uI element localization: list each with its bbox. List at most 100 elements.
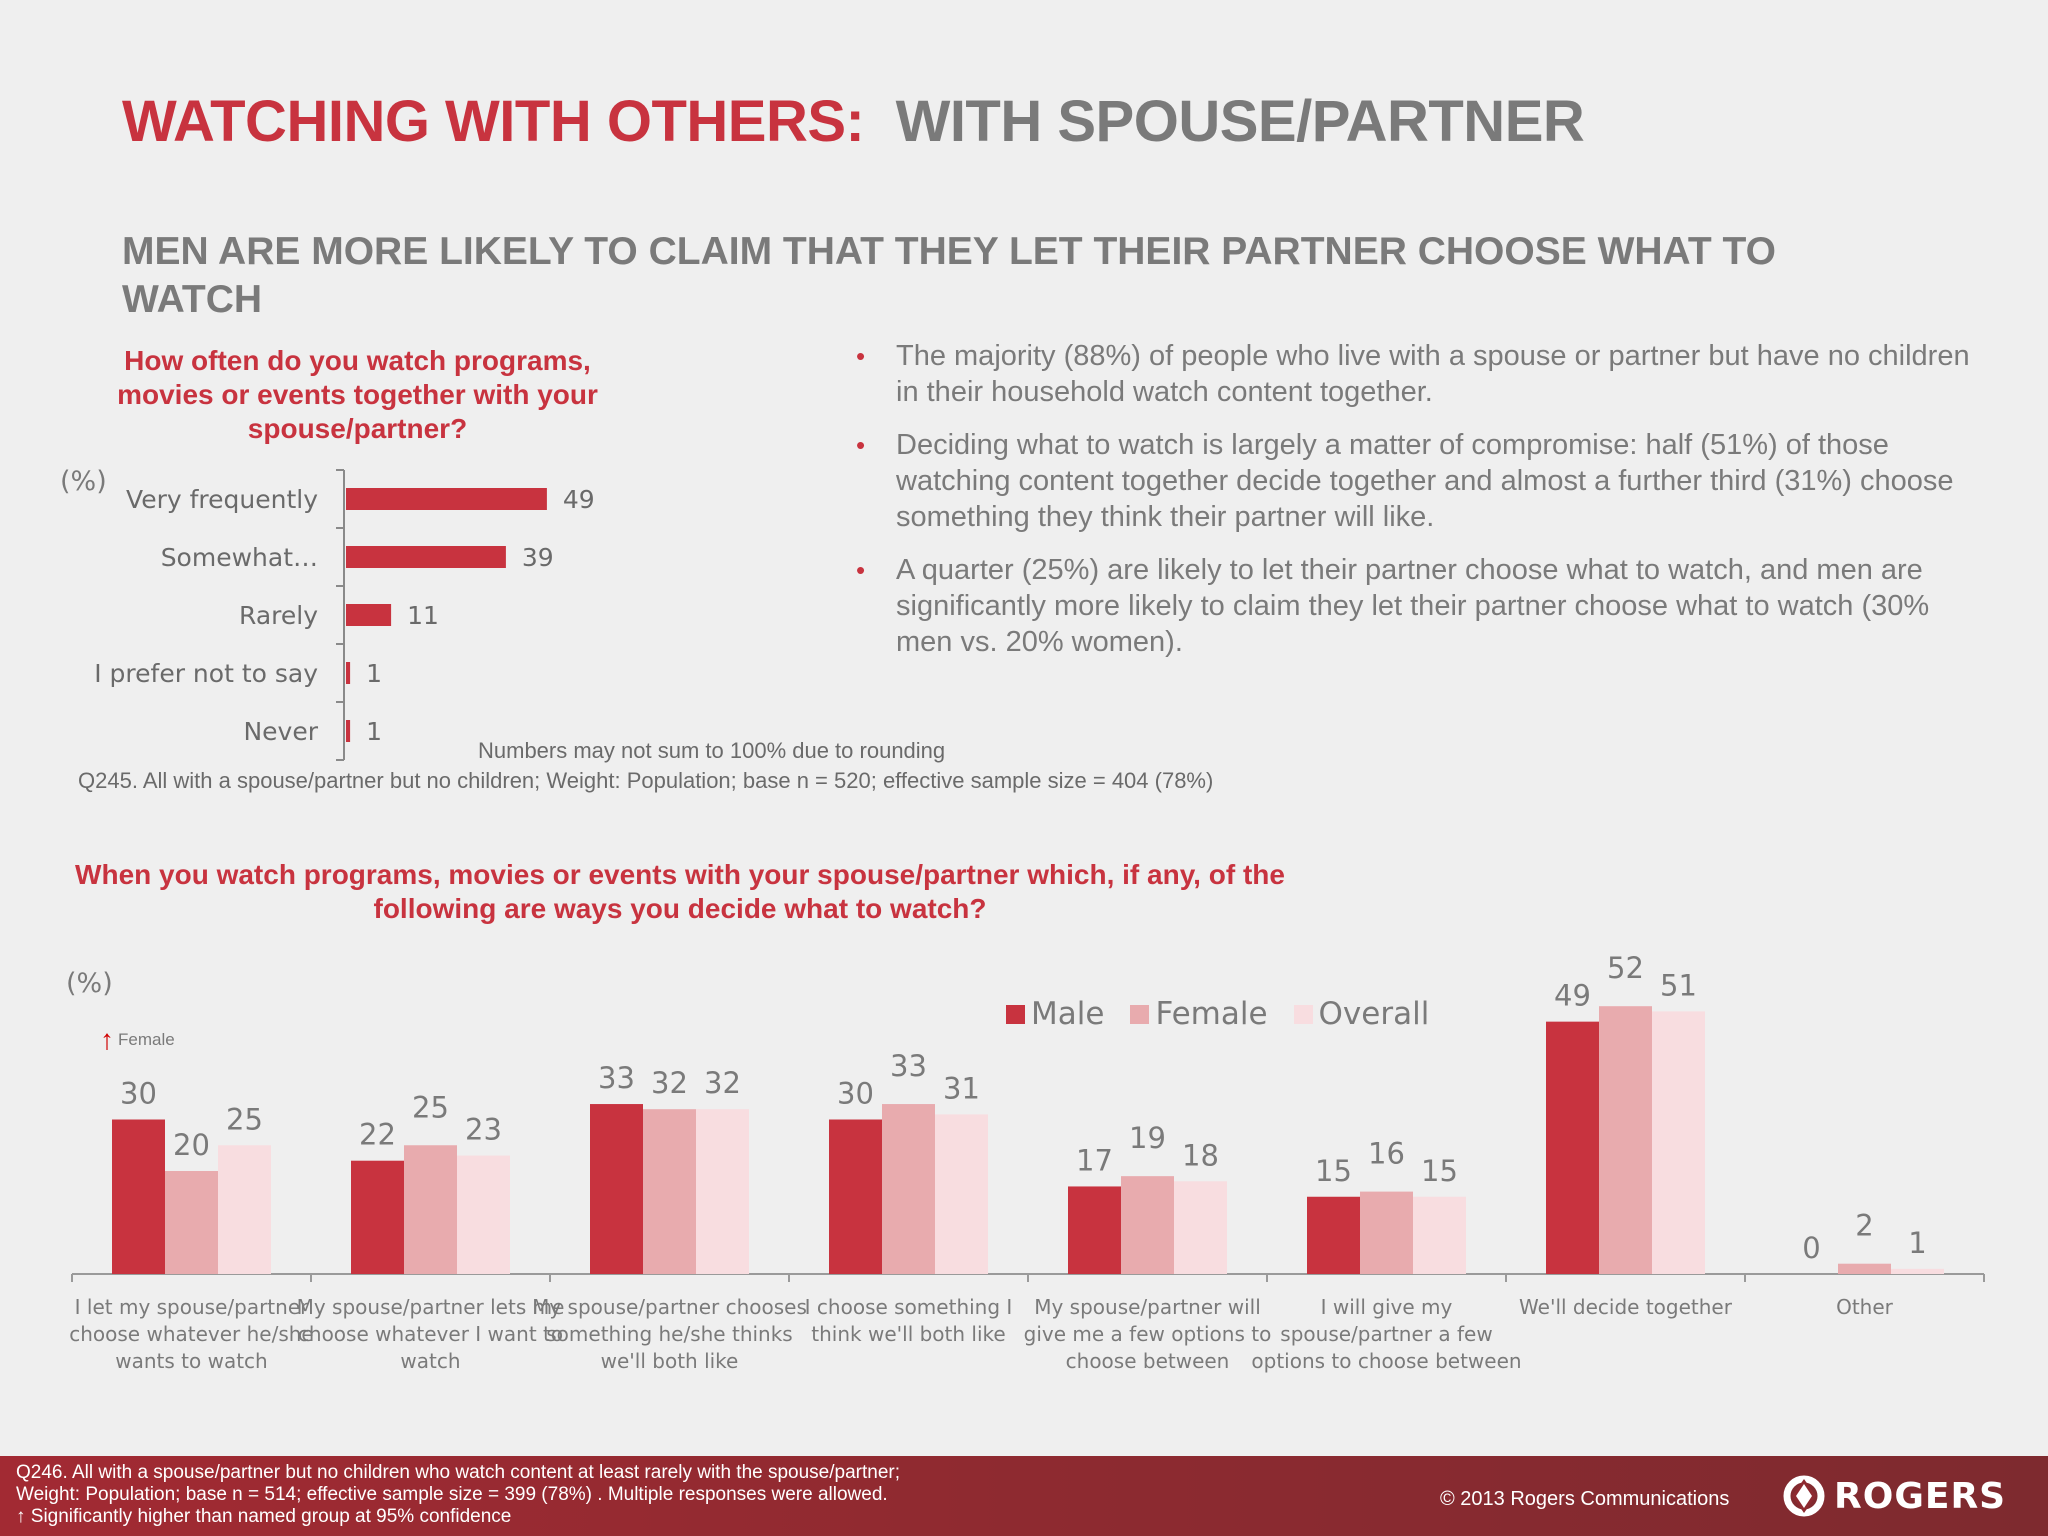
page-title-part1: WATCHING WITH OTHERS: bbox=[122, 89, 865, 154]
chart1-bar bbox=[346, 488, 547, 510]
chart2-category-label: My spouse/partner chooses something he/sh… bbox=[532, 1295, 807, 1373]
legend-item-male: Male bbox=[1006, 996, 1104, 1032]
chart2-bar-overall bbox=[1652, 1011, 1705, 1274]
legend-item-overall: Overall bbox=[1293, 996, 1430, 1032]
chart2-category-label: I let my spouse/partner choose whatever h… bbox=[69, 1295, 314, 1373]
bullet-icon: • bbox=[856, 341, 866, 371]
significance-arrow-icon: ↑ bbox=[100, 1024, 114, 1055]
chart1-category-label: Rarely bbox=[239, 601, 318, 630]
chart1-category-label: Very frequently bbox=[126, 485, 318, 514]
chart2-bar-overall bbox=[218, 1145, 271, 1274]
page-subtitle: MEN ARE MORE LIKELY TO CLAIM THAT THEY L… bbox=[122, 230, 1776, 321]
chart2-value-label: 51 bbox=[1660, 968, 1697, 1002]
chart2-value-label: 15 bbox=[1315, 1154, 1352, 1188]
copyright: © 2013 Rogers Communications bbox=[1440, 1488, 1730, 1510]
footer-line3-text: Significantly higher than named group at… bbox=[30, 1506, 512, 1527]
chart2-value-label: 25 bbox=[226, 1102, 263, 1136]
chart1-bar bbox=[346, 720, 351, 742]
finding-item: • The majority (88%) of people who live w… bbox=[850, 338, 1980, 410]
significance-label: Female bbox=[118, 1030, 175, 1049]
chart2-value-label: 25 bbox=[412, 1090, 449, 1124]
chart2-bar-female bbox=[165, 1171, 218, 1274]
chart2-value-label: 16 bbox=[1368, 1137, 1405, 1171]
chart2-bar-overall bbox=[1891, 1268, 1944, 1274]
page-title: WATCHING WITH OTHERS: WITH SPOUSE/PARTNE… bbox=[122, 88, 1585, 155]
footer-line1: Q246. All with a spouse/partner but no c… bbox=[16, 1462, 901, 1483]
chart2-bar-female bbox=[882, 1104, 935, 1274]
chart1-unit-label: (%) bbox=[60, 466, 107, 497]
chart2-category-label: My spouse/partner lets me choose whatever… bbox=[297, 1295, 565, 1373]
finding-text: The majority (88%) of people who live wi… bbox=[896, 340, 1970, 408]
legend-swatch-overall bbox=[1293, 1004, 1313, 1024]
chart2-bar-male bbox=[1546, 1021, 1599, 1274]
significance-marker: ↑ Female bbox=[100, 1024, 175, 1055]
chart2-bar-female bbox=[1360, 1191, 1413, 1274]
chart2-bar-male bbox=[1068, 1186, 1121, 1274]
legend-label-male: Male bbox=[1031, 996, 1105, 1032]
chart2-value-label: 32 bbox=[704, 1066, 741, 1100]
chart2-category-label: I will give my spouse/partner a few option… bbox=[1251, 1295, 1521, 1373]
chart1-value-label: 1 bbox=[366, 717, 382, 746]
chart1-value-label: 49 bbox=[563, 485, 595, 514]
chart1-bar bbox=[346, 604, 392, 626]
chart2-bar-male bbox=[1307, 1196, 1360, 1274]
chart1-category-label: I prefer not to say bbox=[94, 659, 318, 688]
chart2-bar-female bbox=[1121, 1176, 1174, 1274]
chart2-bar-male bbox=[112, 1119, 165, 1274]
chart2-value-label: 52 bbox=[1607, 951, 1644, 985]
chart2-bar-male bbox=[829, 1119, 882, 1274]
chart2-bar-female bbox=[404, 1145, 457, 1274]
chart2-value-label: 15 bbox=[1421, 1154, 1458, 1188]
footer-line3: ↑ Significantly higher than named group … bbox=[16, 1506, 900, 1528]
chart2-unit-label: (%) bbox=[66, 968, 113, 999]
chart1-bar bbox=[346, 546, 506, 568]
chart1-category-label: Somewhat… bbox=[161, 543, 318, 572]
chart2-value-label: 23 bbox=[465, 1113, 502, 1147]
finding-text: A quarter (25%) are likely to let their … bbox=[896, 554, 1930, 658]
chart2-value-label: 32 bbox=[651, 1066, 688, 1100]
chart1-note: Numbers may not sum to 100% due to round… bbox=[478, 738, 946, 763]
chart2-value-label: 33 bbox=[598, 1061, 635, 1095]
chart2-value-label: 0 bbox=[1802, 1231, 1820, 1265]
chart2-value-label: 19 bbox=[1129, 1121, 1166, 1155]
chart2-bar-overall bbox=[1174, 1181, 1227, 1274]
legend-label-overall: Overall bbox=[1318, 996, 1430, 1032]
chart2-bar-female bbox=[1599, 1006, 1652, 1274]
chart1-bar bbox=[346, 662, 351, 684]
chart2-value-label: 33 bbox=[890, 1049, 927, 1083]
footer-line2: Weight: Population; base n = 514; effect… bbox=[16, 1484, 888, 1505]
bullet-icon: • bbox=[856, 555, 866, 585]
page-title-part2: WITH SPOUSE/PARTNER bbox=[895, 89, 1585, 154]
chart2-bar-overall bbox=[696, 1109, 749, 1274]
chart2-value-label: 30 bbox=[837, 1077, 874, 1111]
chart2-bar-overall bbox=[1413, 1196, 1466, 1274]
legend-item-female: Female bbox=[1130, 996, 1268, 1032]
rogers-logo-text: ROGERS bbox=[1834, 1475, 2007, 1517]
chart2-value-label: 18 bbox=[1182, 1138, 1219, 1172]
chart2-value-label: 1 bbox=[1908, 1226, 1926, 1260]
legend-label-female: Female bbox=[1155, 996, 1268, 1032]
chart2-value-label: 30 bbox=[120, 1077, 157, 1111]
footer-bar: Q246. All with a spouse/partner but no c… bbox=[0, 1456, 2048, 1536]
chart2-value-label: 20 bbox=[173, 1128, 210, 1162]
chart2-value-label: 2 bbox=[1855, 1209, 1873, 1243]
finding-text: Deciding what to watch is largely a matt… bbox=[896, 429, 1954, 533]
chart1-value-label: 39 bbox=[522, 543, 554, 572]
finding-item: • A quarter (25%) are likely to let their… bbox=[850, 552, 1980, 660]
chart2-category-label: We'll decide together bbox=[1519, 1295, 1733, 1319]
chart2-category-label: Other bbox=[1836, 1295, 1894, 1319]
chart1-question: How often do you watch programs, movies … bbox=[117, 345, 598, 444]
chart1-value-label: 11 bbox=[407, 601, 439, 630]
chart2-value-label: 49 bbox=[1554, 979, 1591, 1013]
chart2-question: When you watch programs, movies or event… bbox=[75, 859, 1285, 924]
legend-swatch-male bbox=[1006, 1004, 1025, 1024]
bullet-icon: • bbox=[856, 430, 866, 460]
chart2-bar-female bbox=[643, 1109, 696, 1274]
chart2-bar-male bbox=[590, 1104, 643, 1274]
chart1-category-label: Never bbox=[243, 717, 318, 746]
chart1-source: Q245. All with a spouse/partner but no c… bbox=[78, 768, 1214, 793]
chart2-bar-overall bbox=[457, 1155, 510, 1274]
finding-item: • Deciding what to watch is largely a mat… bbox=[850, 427, 1980, 535]
chart2-bar-female bbox=[1838, 1263, 1891, 1274]
key-findings-list: • The majority (88%) of people who live w… bbox=[850, 338, 1980, 677]
